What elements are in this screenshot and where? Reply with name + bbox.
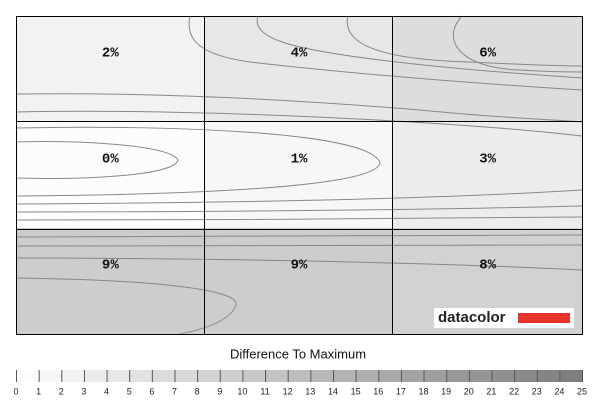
colorbar-swatch (559, 370, 582, 382)
contour (256, 15, 583, 79)
colorbar-swatch (446, 370, 469, 382)
colorbar-tick-label: 10 (237, 386, 247, 396)
colorbar-tick-label: 25 (577, 386, 587, 396)
cell (393, 122, 582, 228)
logo-bar (518, 313, 570, 323)
colorbar-swatch (468, 370, 492, 382)
logo-text: datacolor (438, 309, 506, 326)
colorbar-swatch (151, 370, 175, 382)
colorbar-tick-label: 14 (328, 386, 338, 396)
cell-label: 0% (102, 152, 119, 168)
colorbar-tick-label: 3 (81, 386, 86, 396)
colorbar-tick-label: 1 (36, 386, 41, 396)
colorbar-swatch (219, 370, 243, 382)
colorbar-tick-label: 12 (283, 386, 293, 396)
colorbar-swatch (174, 370, 198, 382)
cell-label: 9% (102, 258, 119, 274)
colorbar-swatch (491, 370, 515, 382)
colorbar-tick-label: 8 (195, 386, 200, 396)
colorbar-swatch (265, 370, 288, 382)
colorbar-tick-label: 24 (554, 386, 564, 396)
colorbar-swatch (106, 370, 130, 382)
colorbar-tick-label: 0 (13, 386, 18, 396)
colorbar-swatch (287, 370, 311, 382)
cell-label: 3% (479, 152, 496, 168)
colorbar-swatch (332, 370, 356, 382)
contour (15, 216, 583, 221)
contour (15, 244, 583, 247)
cell (204, 122, 394, 228)
grid (16, 16, 583, 335)
colorbar-tick-label: 15 (351, 386, 361, 396)
colorbar-tick-label: 6 (149, 386, 154, 396)
colorbar-title: Difference To Maximum (230, 346, 366, 361)
plot-border (16, 16, 583, 335)
contour (15, 257, 583, 271)
cell-labels: 2% 4% 6% 0% 1% 3% 9% 9% 8% (102, 46, 497, 274)
contour (346, 15, 583, 67)
colorbar-swatch (514, 370, 537, 382)
colorbar-tick-label: 7 (172, 386, 177, 396)
colorbar-tick-label: 4 (104, 386, 109, 396)
colorbar: 0 1 2 3 4 5 6 7 8 9 10 11 12 13 14 15 16 17 18 19 20 21 22 23 24… (13, 370, 587, 396)
logo: datacolor (434, 308, 574, 328)
contours (15, 15, 583, 335)
colorbar-swatch (423, 370, 447, 382)
colorbar-swatch (242, 370, 266, 382)
contour (15, 234, 583, 238)
cell-label: 6% (479, 46, 496, 62)
colorbar-tick-label: 21 (486, 386, 496, 396)
colorbar-swatch (83, 370, 107, 382)
cell-label: 4% (291, 46, 308, 62)
colorbar-tick-label: 11 (260, 386, 269, 396)
colorbar-tick-label: 22 (509, 386, 519, 396)
cell (16, 16, 205, 122)
contour (15, 205, 583, 213)
cell-label: 8% (479, 258, 496, 274)
contour (15, 277, 237, 335)
colorbar-swatch (61, 370, 84, 382)
colorbar-tick-label: 2 (59, 386, 64, 396)
colorbar-swatch (197, 370, 220, 382)
colorbar-tick-label: 17 (396, 386, 406, 396)
colorbar-tick-label: 9 (217, 386, 222, 396)
colorbar-tick-label: 20 (464, 386, 474, 396)
contour (15, 141, 179, 179)
contour (15, 126, 381, 197)
contour (15, 93, 583, 123)
colorbar-swatch (536, 370, 560, 382)
contour (15, 189, 583, 205)
colorbar-tick-label: 23 (532, 386, 542, 396)
colorbar-tick-label: 16 (373, 386, 383, 396)
colorbar-swatch (310, 370, 333, 382)
colorbar-swatch (400, 370, 424, 382)
colorbar-swatch (378, 370, 401, 382)
contour (452, 15, 583, 73)
cell (204, 16, 394, 122)
colorbar-swatch (38, 370, 62, 382)
colorbar-swatch (16, 370, 39, 382)
cell-label: 2% (102, 46, 119, 62)
colorbar-tick-label: 18 (419, 386, 429, 396)
colorbar-swatch (129, 370, 152, 382)
cell (393, 16, 582, 122)
colorbar-tick-label: 13 (305, 386, 315, 396)
colorbar-tick-label: 19 (441, 386, 451, 396)
cell-label: 1% (291, 152, 308, 168)
contour (188, 15, 583, 91)
contour (15, 110, 583, 137)
colorbar-tick-label: 5 (127, 386, 132, 396)
colorbar-swatch (355, 370, 379, 382)
cell (16, 122, 205, 228)
cell-label: 9% (291, 258, 308, 274)
cell (204, 228, 394, 334)
